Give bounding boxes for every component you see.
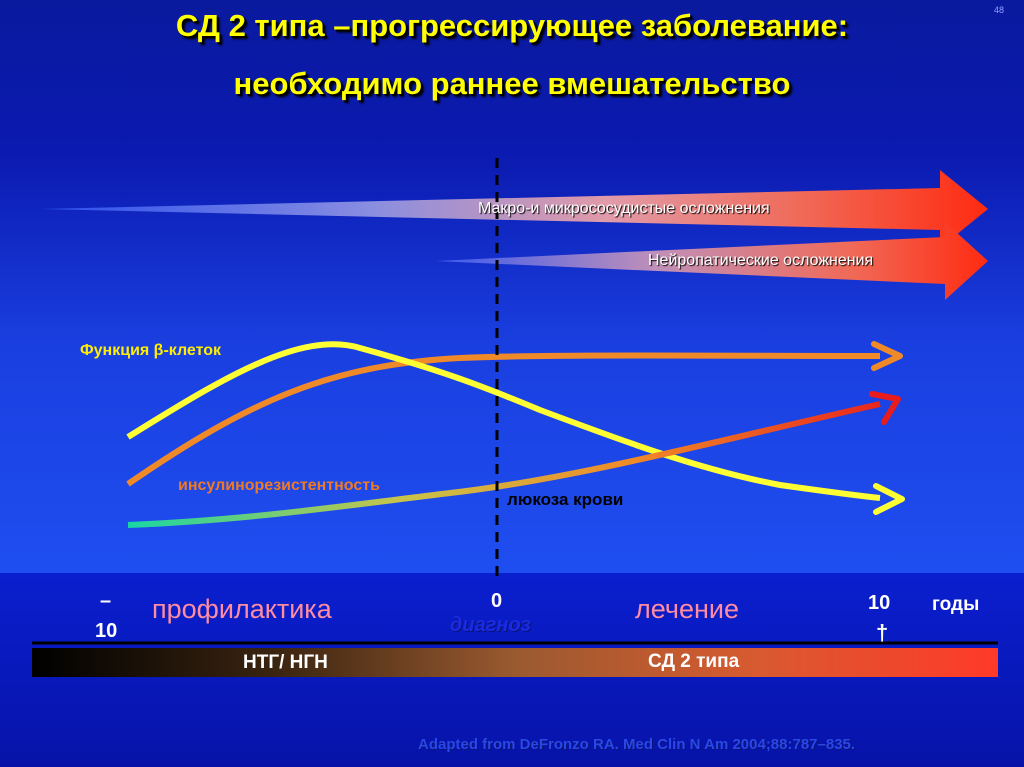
beta-cell-function-arrowhead — [873, 483, 905, 515]
treatment-label: лечение — [635, 594, 739, 624]
insulin-resistance-curve — [126, 352, 881, 487]
prevention-label: профилактика — [152, 594, 332, 624]
beta-cell-function-curve — [126, 341, 881, 501]
beta-cell-function-label: Функция β-клеток — [80, 342, 222, 359]
blood-glucose-label: люкоза крови — [507, 490, 624, 509]
blood-glucose-arrowhead — [869, 391, 901, 425]
slide-number: 48 — [993, 5, 1004, 15]
macro-micro-complications-arrow — [40, 170, 988, 248]
diagnosis-label: диагноз — [450, 614, 531, 636]
dagger-mark: † — [876, 620, 889, 645]
years-label: годы — [932, 594, 980, 615]
t2dm-label: СД 2 типа — [648, 651, 740, 672]
reference-citation: Adapted from DeFronzo RA. Med Clin N Am … — [418, 736, 856, 753]
macro-micro-complications-label: Макро-и микрососудистые осложнения — [478, 200, 770, 217]
slide-title-line2: необходимо раннее вмешательство — [233, 66, 791, 101]
blood-glucose-curve — [127, 401, 881, 528]
neuropathic-complications-label: Нейропатические осложнения — [648, 252, 874, 269]
neuropathic-complications-arrow — [435, 222, 988, 300]
slide-title-line1: СД 2 типа –прогрессирующее заболевание: — [175, 8, 849, 43]
tick-minus-sign: – — [100, 590, 112, 612]
insulin-resistance-arrowhead — [871, 341, 903, 371]
tick-zero: 0 — [491, 590, 503, 612]
tick-ten: 10 — [868, 592, 891, 614]
tick-minus-ten: 10 — [95, 620, 118, 642]
stage-bar — [32, 648, 998, 677]
insulin-resistance-label: инсулинорезистентность — [178, 477, 380, 494]
ntg-ngn-label: НТГ/ НГН — [243, 652, 328, 673]
